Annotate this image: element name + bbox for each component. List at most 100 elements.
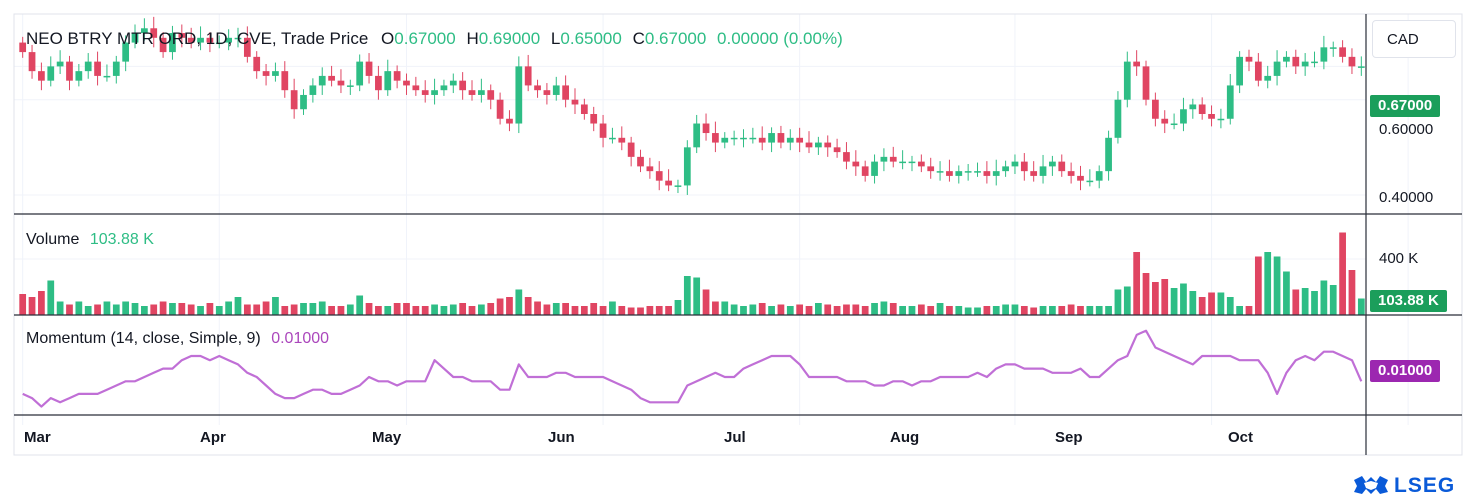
volume-bar <box>1180 283 1187 315</box>
candle-body <box>169 33 176 53</box>
candle-body <box>1301 61 1309 67</box>
volume-bar <box>590 303 598 315</box>
volume-bar <box>337 306 345 315</box>
volume-bar <box>1011 304 1019 315</box>
volume-bar <box>1030 307 1038 315</box>
candle-body <box>1292 56 1300 67</box>
candle-body <box>665 180 672 186</box>
candle-body <box>300 94 307 110</box>
volume-bar <box>468 306 476 315</box>
candle-body <box>1058 161 1066 172</box>
volume-bar <box>94 304 101 315</box>
volume-bar <box>674 300 682 315</box>
candle-body <box>1030 171 1038 176</box>
volume-bar <box>908 306 916 315</box>
volume-bar <box>1357 298 1365 315</box>
volume-bar <box>833 306 841 315</box>
candle-body <box>609 137 616 140</box>
brand-name: LSEG <box>1394 474 1456 497</box>
volume-bar <box>543 304 551 315</box>
candle-body <box>1123 61 1131 100</box>
candle-body <box>805 142 813 148</box>
volume-badge: 103.88 K <box>1370 290 1447 312</box>
candle-body <box>1339 47 1346 57</box>
candle-body <box>992 171 1000 176</box>
candle-body <box>487 90 495 100</box>
volume-bar <box>1114 289 1122 315</box>
volume-bar <box>796 304 804 315</box>
volume-bar <box>56 301 64 315</box>
candle-body <box>1311 61 1318 64</box>
candle-body <box>740 137 747 140</box>
volume-bar <box>824 304 832 315</box>
candle-body <box>206 37 214 43</box>
volume-bar <box>178 303 186 315</box>
candle-body <box>1086 180 1094 183</box>
candle-body <box>1254 61 1262 81</box>
candle-body <box>337 80 345 86</box>
volume-bar <box>1273 256 1281 315</box>
candle-body <box>131 33 139 43</box>
volume-bar <box>215 306 223 315</box>
candle-body <box>1245 56 1253 62</box>
volume-bar <box>393 303 401 315</box>
volume-bar <box>927 306 935 315</box>
candle-body <box>1273 61 1281 76</box>
volume-bar <box>571 306 579 315</box>
candle-body <box>1198 104 1206 114</box>
candle-body <box>459 80 467 91</box>
month-label: Aug <box>890 429 920 446</box>
candle-body <box>590 114 598 124</box>
volume-bar <box>47 280 55 315</box>
volume-bar <box>1020 306 1028 315</box>
candle-body <box>927 166 935 172</box>
candle-body <box>871 161 878 176</box>
month-label: Sep <box>1055 429 1083 446</box>
volume-bar <box>721 301 729 315</box>
candle-body <box>702 123 710 134</box>
volume-bar <box>936 303 944 315</box>
candle-body <box>393 71 401 81</box>
volume-bar <box>1189 291 1197 315</box>
volume-bar <box>777 304 785 315</box>
change-value: 0.00000 (0.00%) <box>717 29 843 48</box>
candle-body <box>346 85 354 87</box>
candle-body <box>421 90 429 95</box>
candle-body <box>674 185 682 187</box>
candle-body <box>215 42 223 45</box>
candle-body <box>1114 99 1122 138</box>
currency-button[interactable]: CAD <box>1372 20 1456 58</box>
candle-body <box>758 137 766 143</box>
volume-bar <box>1095 306 1103 315</box>
volume-bar <box>243 304 251 315</box>
candle-body <box>19 42 27 53</box>
candle-body <box>506 118 513 124</box>
month-label: Oct <box>1228 429 1254 446</box>
candle-body <box>28 52 36 72</box>
candle-body <box>1077 175 1084 181</box>
volume-bar <box>1039 306 1047 315</box>
volume-bar <box>1208 292 1215 315</box>
candle-body <box>1189 104 1197 110</box>
candle-body <box>75 71 83 81</box>
volume-bar <box>712 301 719 315</box>
candle-body <box>225 37 232 43</box>
volume-bar <box>234 297 242 315</box>
volume-bars <box>19 232 1365 315</box>
price-tick-label: 0.60000 <box>1379 121 1434 138</box>
volume-bar <box>309 303 317 315</box>
volume-bar <box>1329 285 1337 315</box>
volume-bar <box>412 306 420 315</box>
volume-bar <box>552 303 560 315</box>
volume-bar <box>861 306 869 315</box>
volume-bar <box>627 307 635 315</box>
volume-bar <box>122 301 130 315</box>
volume-bar <box>159 301 167 315</box>
volume-bar <box>693 277 701 315</box>
volume-bar <box>562 303 569 315</box>
candle-body <box>1180 109 1187 124</box>
volume-bar <box>328 306 335 315</box>
volume-bar <box>150 304 158 315</box>
high-value: 0.69000 <box>478 29 541 48</box>
